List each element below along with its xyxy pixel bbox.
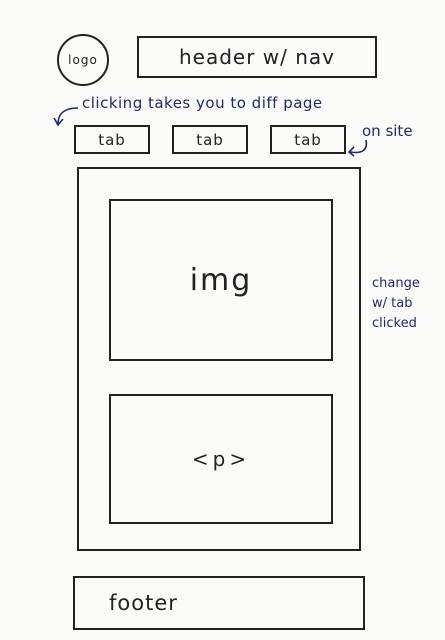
- tab-1: tab: [74, 125, 150, 154]
- logo-label: logo: [68, 53, 98, 67]
- tab-3: tab: [270, 125, 346, 154]
- main-content-box: [77, 167, 361, 551]
- footer-label: footer: [109, 591, 178, 615]
- paragraph-placeholder: <p>: [109, 394, 333, 524]
- header-nav-box: header w/ nav: [137, 36, 377, 78]
- content-annotation: change w/ tab clicked: [372, 274, 420, 334]
- image-label: img: [189, 262, 253, 298]
- paragraph-label: <p>: [191, 447, 251, 471]
- tab-label: tab: [294, 130, 322, 149]
- content-annotation-line: w/ tab: [372, 296, 413, 311]
- tab-label: tab: [98, 130, 126, 149]
- content-annotation-line: change: [372, 276, 420, 291]
- logo-circle: logo: [57, 34, 109, 86]
- footer-box: footer: [73, 576, 365, 630]
- content-annotation-line: clicked: [372, 316, 417, 331]
- tab-label: tab: [196, 130, 224, 149]
- header-label: header w/ nav: [178, 45, 336, 69]
- curved-arrow-icon: [53, 107, 79, 127]
- tab-annotation: clicking takes you to diff page: [82, 94, 323, 112]
- tab-annotation-continued: on site: [362, 122, 413, 140]
- image-placeholder: img: [109, 199, 333, 361]
- tab-2: tab: [172, 125, 248, 154]
- curved-arrow-icon: [347, 139, 368, 157]
